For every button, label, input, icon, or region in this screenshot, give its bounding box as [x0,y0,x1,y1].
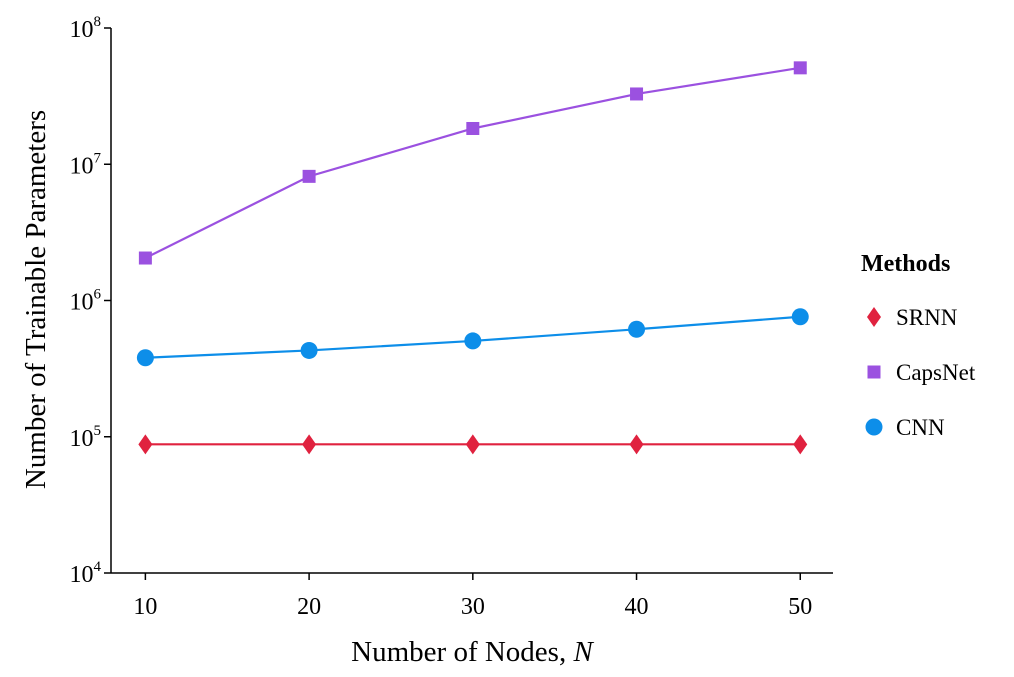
data-point-cnn [300,341,318,359]
y-tick-label: 106 [70,287,102,316]
series-srnn [138,434,808,455]
data-point-srnn [793,434,808,455]
data-point-cnn [136,349,154,367]
y-axis-title: Number of Trainable Parameters [20,110,52,489]
legend-label-capsnet: CapsNet [896,360,976,385]
legend-marker-capsnet [867,365,881,379]
series-cnn [136,308,809,367]
y-tick-base: 10 [70,562,94,588]
data-point-capsnet [466,121,480,135]
y-tick-label: 104 [70,559,102,588]
y-tick-base: 10 [70,290,94,316]
y-tick-base: 10 [70,17,94,43]
x-axis-title-text: Number of Nodes, [351,636,573,668]
data-point-capsnet [793,61,807,75]
data-point-capsnet [302,169,316,183]
y-tick-label: 107 [70,150,102,179]
data-point-srnn [465,434,480,455]
x-tick-label: 40 [625,594,649,620]
legend-item-capsnet: CapsNet [867,360,976,385]
series-line-capsnet [144,66,801,260]
y-tick-exponent: 5 [94,423,102,439]
y-tick-base: 10 [70,153,94,179]
y-tick-exponent: 8 [94,14,102,30]
legend: Methods SRNN CapsNet CNN [861,251,976,440]
legend-marker-cnn [865,418,883,436]
data-point-srnn [302,434,317,455]
y-tick-base: 10 [70,426,94,452]
data-point-capsnet [138,251,152,265]
data-point-srnn [138,434,153,455]
x-axis-title: Number of Nodes, N [351,636,594,668]
y-tick-label: 105 [70,423,102,452]
x-tick-label: 10 [133,594,157,620]
data-point-capsnet [630,87,644,101]
y-tick-exponent: 6 [94,287,102,303]
data-point-cnn [464,332,482,350]
legend-label-srnn: SRNN [896,305,958,330]
data-point-cnn [628,320,646,338]
y-tick-exponent: 4 [94,559,102,575]
x-axis-title-variable: N [572,636,594,668]
x-tick-label: 20 [297,594,321,620]
legend-title: Methods [861,251,950,277]
x-tick-label: 30 [461,594,485,620]
series-layer [136,61,809,455]
legend-marker-srnn [867,307,881,327]
y-tick-label: 108 [70,14,102,43]
series-capsnet [138,61,807,265]
data-point-srnn [629,434,644,455]
y-tick-exponent: 7 [94,150,102,166]
x-tick-label: 50 [788,594,812,620]
legend-item-cnn: CNN [865,415,945,440]
data-point-cnn [791,308,809,326]
legend-item-srnn: SRNN [867,305,958,330]
legend-label-cnn: CNN [896,415,945,440]
